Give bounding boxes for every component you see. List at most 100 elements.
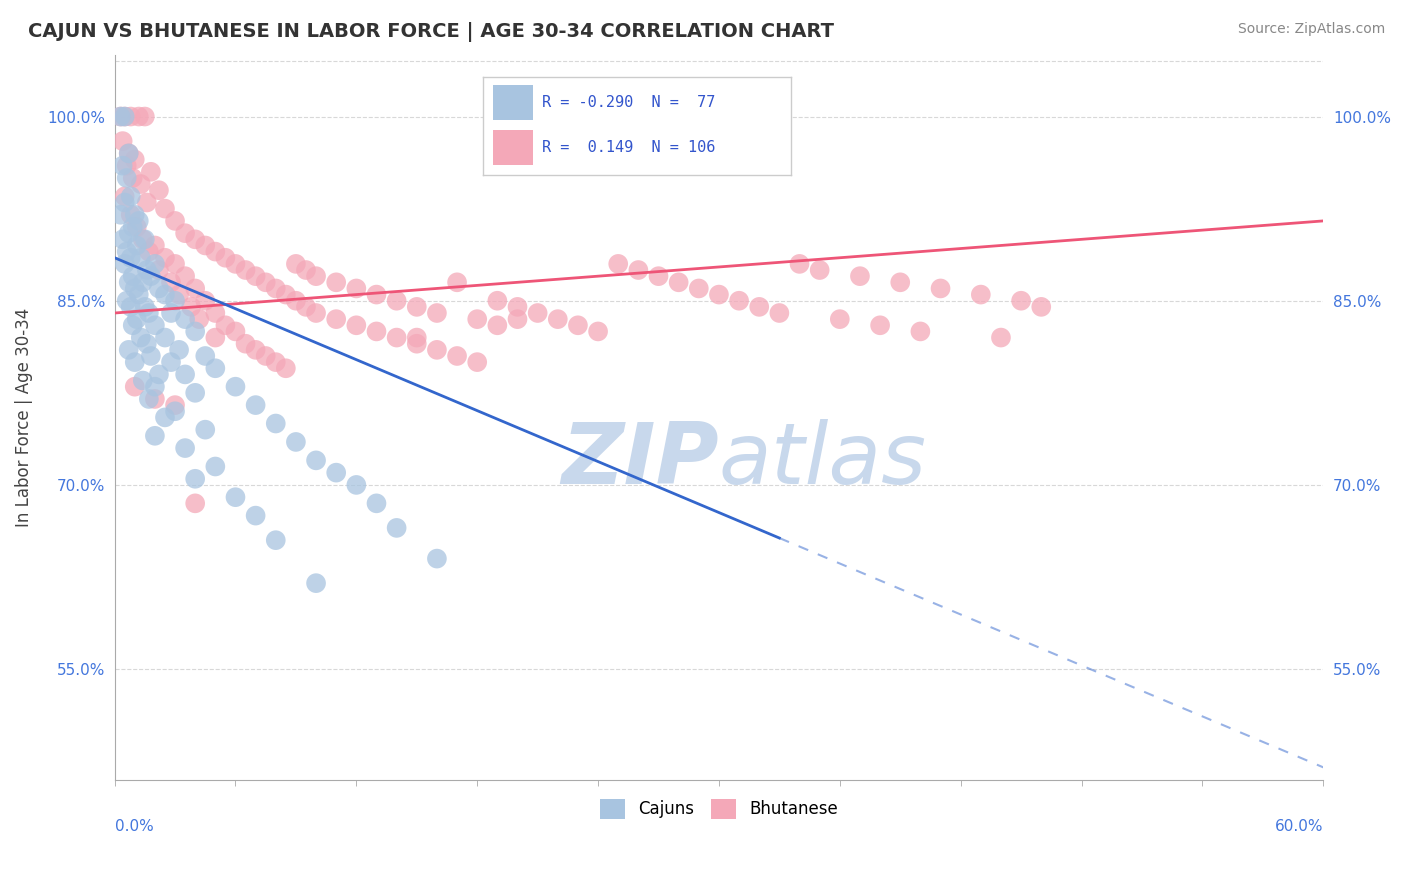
- Point: [135, 336, 157, 351]
- Point: [143, 257, 166, 271]
- Point: [118, 275, 141, 289]
- Point: [139, 349, 162, 363]
- Point: [118, 343, 141, 357]
- Point: [174, 368, 197, 382]
- Point: [135, 195, 157, 210]
- Point: [204, 306, 226, 320]
- Point: [114, 110, 136, 124]
- Point: [385, 330, 408, 344]
- Point: [607, 257, 630, 271]
- Point: [134, 300, 156, 314]
- Point: [728, 293, 751, 308]
- Point: [114, 257, 136, 271]
- Point: [889, 275, 911, 289]
- Point: [214, 251, 236, 265]
- Point: [134, 110, 156, 124]
- Point: [284, 293, 307, 308]
- Point: [121, 318, 143, 333]
- Point: [111, 134, 134, 148]
- Point: [446, 275, 468, 289]
- Point: [121, 269, 143, 284]
- Point: [124, 380, 146, 394]
- Point: [110, 110, 132, 124]
- Point: [184, 281, 207, 295]
- Point: [184, 325, 207, 339]
- Point: [148, 281, 170, 295]
- Point: [245, 269, 267, 284]
- Point: [120, 110, 142, 124]
- Point: [707, 287, 730, 301]
- Point: [132, 374, 155, 388]
- Point: [174, 441, 197, 455]
- Point: [134, 232, 156, 246]
- Point: [245, 398, 267, 412]
- Point: [124, 355, 146, 369]
- Point: [506, 300, 529, 314]
- Point: [204, 330, 226, 344]
- Point: [124, 281, 146, 295]
- Point: [148, 368, 170, 382]
- Text: CAJUN VS BHUTANESE IN LABOR FORCE | AGE 30-34 CORRELATION CHART: CAJUN VS BHUTANESE IN LABOR FORCE | AGE …: [28, 22, 834, 42]
- Point: [385, 521, 408, 535]
- Point: [174, 226, 197, 240]
- Point: [325, 466, 347, 480]
- Point: [184, 472, 207, 486]
- Point: [305, 576, 328, 591]
- Point: [163, 404, 186, 418]
- Point: [366, 287, 388, 301]
- Point: [254, 349, 277, 363]
- Point: [405, 300, 427, 314]
- Point: [125, 238, 148, 252]
- Point: [647, 269, 669, 284]
- Point: [128, 214, 150, 228]
- Point: [245, 508, 267, 523]
- Point: [214, 318, 236, 333]
- Point: [405, 336, 427, 351]
- Point: [366, 496, 388, 510]
- Point: [264, 417, 287, 431]
- Point: [224, 490, 246, 504]
- Point: [120, 251, 142, 265]
- Point: [305, 269, 328, 284]
- Point: [990, 330, 1012, 344]
- Point: [167, 343, 190, 357]
- Point: [143, 392, 166, 406]
- Point: [910, 325, 932, 339]
- Point: [115, 159, 138, 173]
- Point: [120, 189, 142, 203]
- Point: [808, 263, 831, 277]
- Point: [264, 281, 287, 295]
- Point: [366, 325, 388, 339]
- Point: [143, 380, 166, 394]
- Point: [121, 170, 143, 185]
- Point: [143, 238, 166, 252]
- Point: [668, 275, 690, 289]
- Point: [627, 263, 650, 277]
- Point: [111, 232, 134, 246]
- Point: [789, 257, 811, 271]
- Point: [204, 244, 226, 259]
- Point: [204, 459, 226, 474]
- Point: [194, 423, 217, 437]
- Point: [344, 281, 367, 295]
- Point: [567, 318, 589, 333]
- Point: [295, 300, 318, 314]
- Text: 0.0%: 0.0%: [115, 820, 153, 835]
- Point: [194, 293, 217, 308]
- Point: [132, 275, 155, 289]
- Point: [426, 551, 449, 566]
- Point: [264, 533, 287, 548]
- Point: [506, 312, 529, 326]
- Point: [970, 287, 993, 301]
- Point: [184, 385, 207, 400]
- Point: [526, 306, 548, 320]
- Point: [235, 336, 257, 351]
- Point: [153, 410, 176, 425]
- Point: [547, 312, 569, 326]
- Point: [160, 355, 183, 369]
- Point: [184, 232, 207, 246]
- Point: [125, 220, 148, 235]
- Point: [235, 263, 257, 277]
- Point: [849, 269, 872, 284]
- Point: [768, 306, 790, 320]
